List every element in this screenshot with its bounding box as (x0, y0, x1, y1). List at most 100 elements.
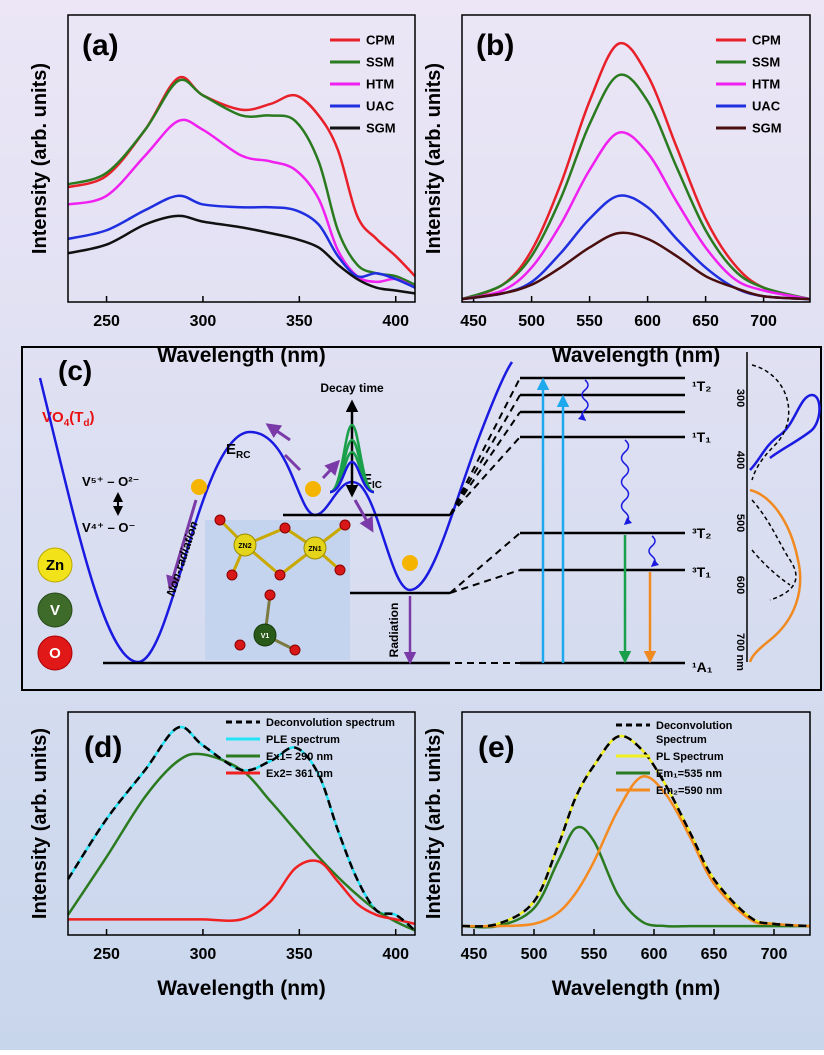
transfer-arrow (353, 499, 374, 533)
decay-time-label: Decay time (320, 381, 384, 395)
spectrum-tick: 600 (734, 576, 746, 594)
label-part: E (226, 441, 236, 458)
radiation-label: Radiation (387, 603, 401, 658)
series-line (461, 41, 811, 301)
level-link (449, 569, 521, 594)
chart: 250 300 350 400 CPM SSM HTM UAC SGM (a) Wavelength… (29, 14, 416, 367)
x-tick-label: 350 (286, 313, 313, 330)
formula-part: VO (42, 409, 64, 426)
legend-label-line: Deconvolution (656, 720, 733, 732)
x-axis-label: Wavelength (nm) (552, 977, 720, 1000)
x-axis-label: Wavelength (nm) (552, 344, 720, 367)
legend-label: Ex2= 361 nm (266, 768, 333, 780)
series-line (68, 859, 416, 926)
atom (279, 522, 291, 534)
deconvolution-spectrum (751, 364, 797, 601)
y-axis-label: Intensity (arb. units) (423, 63, 445, 254)
element-ball (37, 547, 73, 583)
legend-label: SSM (752, 55, 780, 70)
chart: 450 500 550 600 650 700 Deconvolution Spectrum P… (423, 711, 811, 1000)
relaxation-arrow (620, 439, 632, 525)
relaxation-arrow (577, 379, 589, 421)
plot-frame (67, 711, 416, 936)
atom-label: V1 (261, 633, 270, 640)
x-tick-label: 500 (518, 313, 545, 330)
atom (234, 639, 246, 651)
legend-label: Deconvolution spectrum (266, 717, 395, 729)
x-tick-label: 600 (634, 313, 661, 330)
level-link (449, 411, 521, 516)
electron (305, 481, 321, 497)
series-line (461, 231, 811, 301)
state-label: ³T₂ (692, 525, 711, 541)
x-tick-label: 600 (641, 946, 668, 963)
zn-atom (303, 536, 327, 560)
plot-frame (461, 14, 811, 303)
legend-label: HTM (752, 77, 780, 92)
legend-label-line: Spectrum (656, 734, 707, 746)
element-label: O (49, 645, 61, 662)
legend-label: Deconvolution Spectrum (656, 720, 733, 746)
legend-label: SSM (366, 55, 394, 70)
level-link (449, 436, 521, 516)
x-tick-label: 400 (382, 946, 409, 963)
v-atom (253, 623, 277, 647)
decay-curves (329, 423, 375, 494)
legend-label: Em₁=535 nm (656, 768, 722, 780)
x-tick-label: 300 (190, 946, 217, 963)
nonradiative-arrow (166, 499, 198, 591)
x-tick-label: 700 (761, 946, 788, 963)
legend-label: UAC (366, 99, 395, 114)
x-tick-label: 250 (93, 313, 120, 330)
electron (191, 479, 207, 495)
panel-label: (b) (476, 29, 514, 62)
panel-label: (c) (58, 355, 92, 386)
legend-label: PL Spectrum (656, 751, 724, 763)
decay-curve (329, 460, 375, 494)
x-tick-label: 450 (460, 313, 487, 330)
panel-label: (d) (84, 731, 122, 764)
series-line (461, 734, 811, 928)
state-label: ¹T₂ (692, 378, 711, 394)
spectrum-tick: 700 nm (734, 633, 746, 671)
transfer-arrow (265, 423, 291, 442)
plot-frame (461, 711, 811, 936)
diagram-frame (21, 346, 822, 691)
x-tick-label: 550 (576, 313, 603, 330)
panel-label: (e) (478, 731, 515, 764)
legend-label: SGM (752, 121, 782, 136)
oxygen-atoms (214, 514, 351, 656)
x-axis-label: Wavelength (nm) (157, 977, 325, 1000)
series-line (461, 73, 811, 301)
x-tick-label: 650 (692, 313, 719, 330)
legend-label: CPM (752, 33, 781, 48)
relaxation-arrow (648, 535, 660, 567)
x-tick-label: 250 (93, 946, 120, 963)
atom (289, 644, 301, 656)
energy-diagram: (c) VO4(Td) V⁵⁺ – O²⁻ V⁴⁺ – O⁻ Zn V O (21, 346, 822, 691)
atom (339, 519, 351, 531)
formula-part: (T (69, 409, 83, 426)
level-links (449, 377, 521, 594)
element-label: Zn (46, 557, 64, 574)
legend-label: SGM (366, 121, 396, 136)
x-tick-label: 400 (382, 313, 409, 330)
transfer-arrow (321, 459, 341, 480)
x-tick-label: 300 (190, 313, 217, 330)
spectrum-tick: 300 (734, 389, 746, 407)
y-axis-label: Intensity (arb. units) (29, 728, 51, 919)
x-tick-label: 550 (581, 946, 608, 963)
x-tick-label: 700 (750, 313, 777, 330)
x-tick-label: 350 (286, 946, 313, 963)
element-ball (37, 635, 73, 671)
legend-label: UAC (752, 99, 781, 114)
series-line (67, 214, 416, 295)
y-axis-label: Intensity (arb. units) (29, 63, 51, 254)
emission-spectrum (748, 488, 802, 663)
chart: 250 300 350 400 Deconvolution spectrum PLE sp… (29, 711, 416, 1000)
x-tick-label: 650 (701, 946, 728, 963)
legend-label: HTM (366, 77, 394, 92)
legend-label: PLE spectrum (266, 734, 340, 746)
